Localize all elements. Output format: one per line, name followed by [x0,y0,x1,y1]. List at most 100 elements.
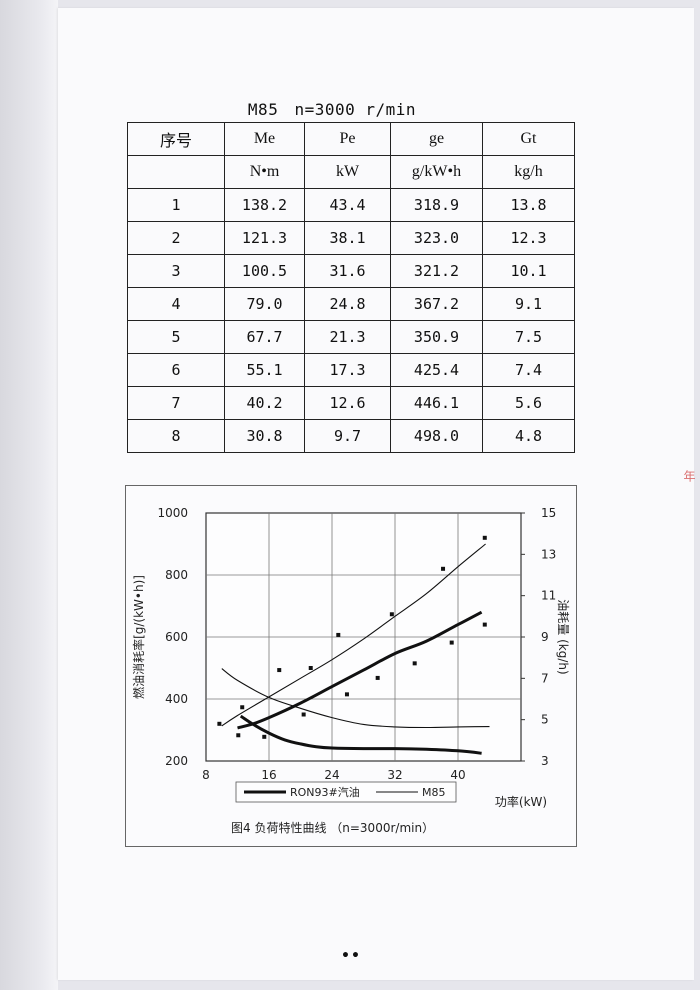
table-cell: 30.8 [224,419,305,453]
table-cell: 3 [127,254,225,288]
table-cell: g/kW•h [390,155,483,189]
data-point-marker [482,535,487,540]
table-cell: 序号 [127,122,225,156]
chart-caption: 图4 负荷特性曲线 （n=3000r/min） [231,820,434,835]
scan-shadow [0,0,58,990]
table-row: 4 79.0 24.8 367.2 9.1 [127,287,575,321]
y-right-axis-label: 油耗量 (kg/h) [556,599,570,674]
table-cell: 21.3 [304,320,391,354]
x-tick-label: 40 [450,768,465,782]
table-cell: 498.0 [390,419,483,453]
data-point-marker [389,612,394,617]
legend-label: M85 [422,786,446,799]
table-units-row: N•m kW g/kW•h kg/h [127,155,575,189]
page-footer-marks: •• [341,948,361,964]
table-cell: 6 [127,353,225,387]
x-tick-label: 24 [324,768,339,782]
data-point-marker [301,712,306,717]
table-cell: 5.6 [482,386,575,420]
table-cell: Gt [482,122,575,156]
x-axis-label: 功率(kW) [495,794,547,809]
y-left-tick-label: 600 [165,630,188,644]
table-cell: 318.9 [390,188,483,222]
table-cell: 9.7 [304,419,391,453]
data-point-marker [344,692,349,697]
series-line [239,714,482,755]
table-caption: M85 n=3000 r/min [210,100,460,119]
data-point-marker [262,734,267,739]
table-header-row: 序号 Me Pe ge Gt [127,122,575,156]
series-line [221,543,486,727]
table-cell: 55.1 [224,353,305,387]
table-cell: 40.2 [224,386,305,420]
y-right-tick-label: 13 [541,547,556,561]
table-row: 5 67.7 21.3 350.9 7.5 [127,320,575,354]
table-cell: kg/h [482,155,575,189]
x-tick-label: 8 [202,768,210,782]
y-right-tick-label: 5 [541,713,549,727]
table-cell: Pe [304,122,391,156]
table-cell: 12.6 [304,386,391,420]
table-cell: 31.6 [304,254,391,288]
table-cell: 12.3 [482,221,575,255]
y-right-tick-label: 3 [541,754,549,768]
table-caption-engine: M85 [247,100,279,119]
y-right-tick-label: 15 [541,506,556,520]
table-cell: 1 [127,188,225,222]
table-cell: 2 [127,221,225,255]
y-left-axis-label: 燃油消耗率[g/(kW•h)] [131,575,146,699]
data-point-marker [240,705,245,710]
table-row: 3 100.5 31.6 321.2 10.1 [127,254,575,288]
x-tick-label: 32 [387,768,402,782]
table-cell [127,155,225,189]
table-cell: 138.2 [224,188,305,222]
data-point-marker [449,640,454,645]
table-row: 2 121.3 38.1 323.0 12.3 [127,221,575,255]
data-point-marker [482,622,487,627]
table-row: 6 55.1 17.3 425.4 7.4 [127,353,575,387]
table-cell: 8 [127,419,225,453]
table-cell: 17.3 [304,353,391,387]
table-cell: 38.1 [304,221,391,255]
data-point-marker [412,661,417,666]
table-cell: ge [390,122,483,156]
table-cell: kW [304,155,391,189]
chart-frame: 8 16 24 32 40 200 400 600 800 1000 3 5 7 9 11 13 15 燃油消耗率… [125,485,577,847]
table-cell: Me [224,122,305,156]
y-left-tick-label: 800 [165,568,188,582]
table-cell: 9.1 [482,287,575,321]
table-cell: 121.3 [224,221,305,255]
table-cell: 24.8 [304,287,391,321]
y-right-tick-label: 7 [541,671,549,685]
table-cell: 7.4 [482,353,575,387]
table-cell: 4.8 [482,419,575,453]
y-right-tick-label: 9 [541,630,549,644]
data-point-marker [217,721,222,726]
data-point-marker [236,733,241,738]
table-cell: 79.0 [224,287,305,321]
table-cell: 7.5 [482,320,575,354]
table-cell: 367.2 [390,287,483,321]
margin-mark: 年 [682,470,696,482]
table-caption-speed: n=3000 r/min [294,100,417,119]
table-cell: 350.9 [390,320,483,354]
y-right-tick-label: 11 [541,589,556,603]
table-cell: 10.1 [482,254,575,288]
table-cell: 425.4 [390,353,483,387]
x-tick-label: 16 [261,768,276,782]
data-point-marker [336,632,341,637]
table-cell: 4 [127,287,225,321]
data-point-marker [375,675,380,680]
load-characteristic-chart: 8 16 24 32 40 200 400 600 800 1000 3 5 7 9 11 13 15 燃油消耗率… [131,506,570,835]
table-cell: 7 [127,386,225,420]
table-row: 1 138.2 43.4 318.9 13.8 [127,188,575,222]
table-row: 7 40.2 12.6 446.1 5.6 [127,386,575,420]
series-line [221,668,490,729]
table-cell: 5 [127,320,225,354]
table-cell: 13.8 [482,188,575,222]
table-cell: 321.2 [390,254,483,288]
table-cell: 446.1 [390,386,483,420]
data-point-marker [277,668,282,673]
y-left-tick-label: 400 [165,692,188,706]
table-cell: 323.0 [390,221,483,255]
